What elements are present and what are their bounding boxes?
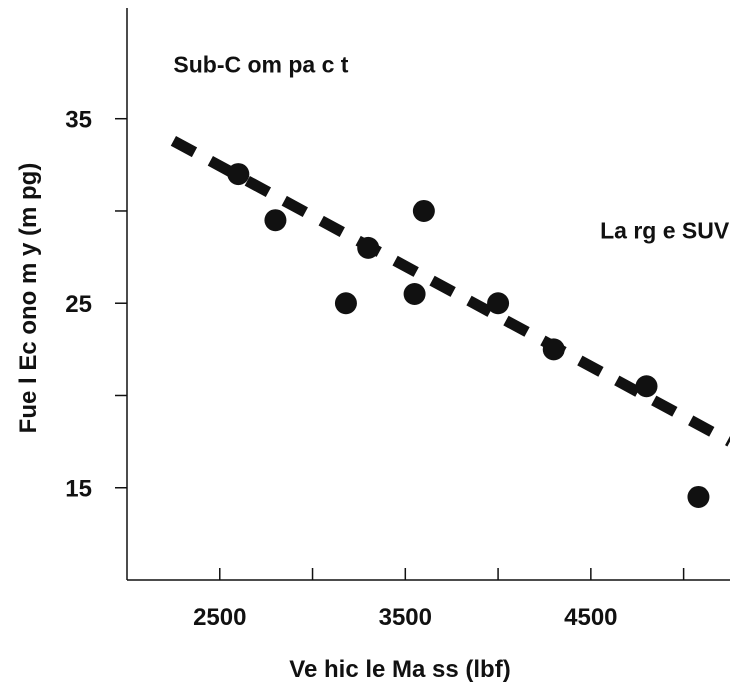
- data-point: [542, 338, 565, 361]
- data-point: [227, 163, 250, 186]
- data-point: [403, 283, 426, 305]
- x-tick-label: 2500: [193, 604, 246, 631]
- data-point: [487, 292, 510, 315]
- data-points: [227, 163, 710, 508]
- y-tick-label: 35: [65, 107, 92, 134]
- labels-group: Sub-C om pa c t La rg e SUV: [173, 52, 729, 244]
- x-tick-label: 4500: [564, 604, 617, 631]
- data-point: [635, 375, 658, 398]
- axes: 2500 3500 4500 15 25 35 Ve hic le Ma ss (lbf) F…: [15, 8, 730, 683]
- x-tick-label: 3500: [379, 604, 432, 631]
- data-point: [357, 236, 380, 259]
- y-axis-title: Fue l Ec ono m y (m pg): [15, 163, 42, 434]
- x-axis-title: Ve hic le Ma ss (lbf): [289, 656, 510, 683]
- y-tick-label: 15: [65, 476, 92, 503]
- data-point: [264, 209, 287, 232]
- y-tick-label: 25: [65, 291, 92, 318]
- data-point: [687, 485, 710, 508]
- data-point: [412, 199, 435, 222]
- annotation-label: Sub-C om pa c t: [173, 52, 348, 78]
- annotation-label: La rg e SUV: [600, 218, 730, 244]
- data-point: [334, 292, 357, 315]
